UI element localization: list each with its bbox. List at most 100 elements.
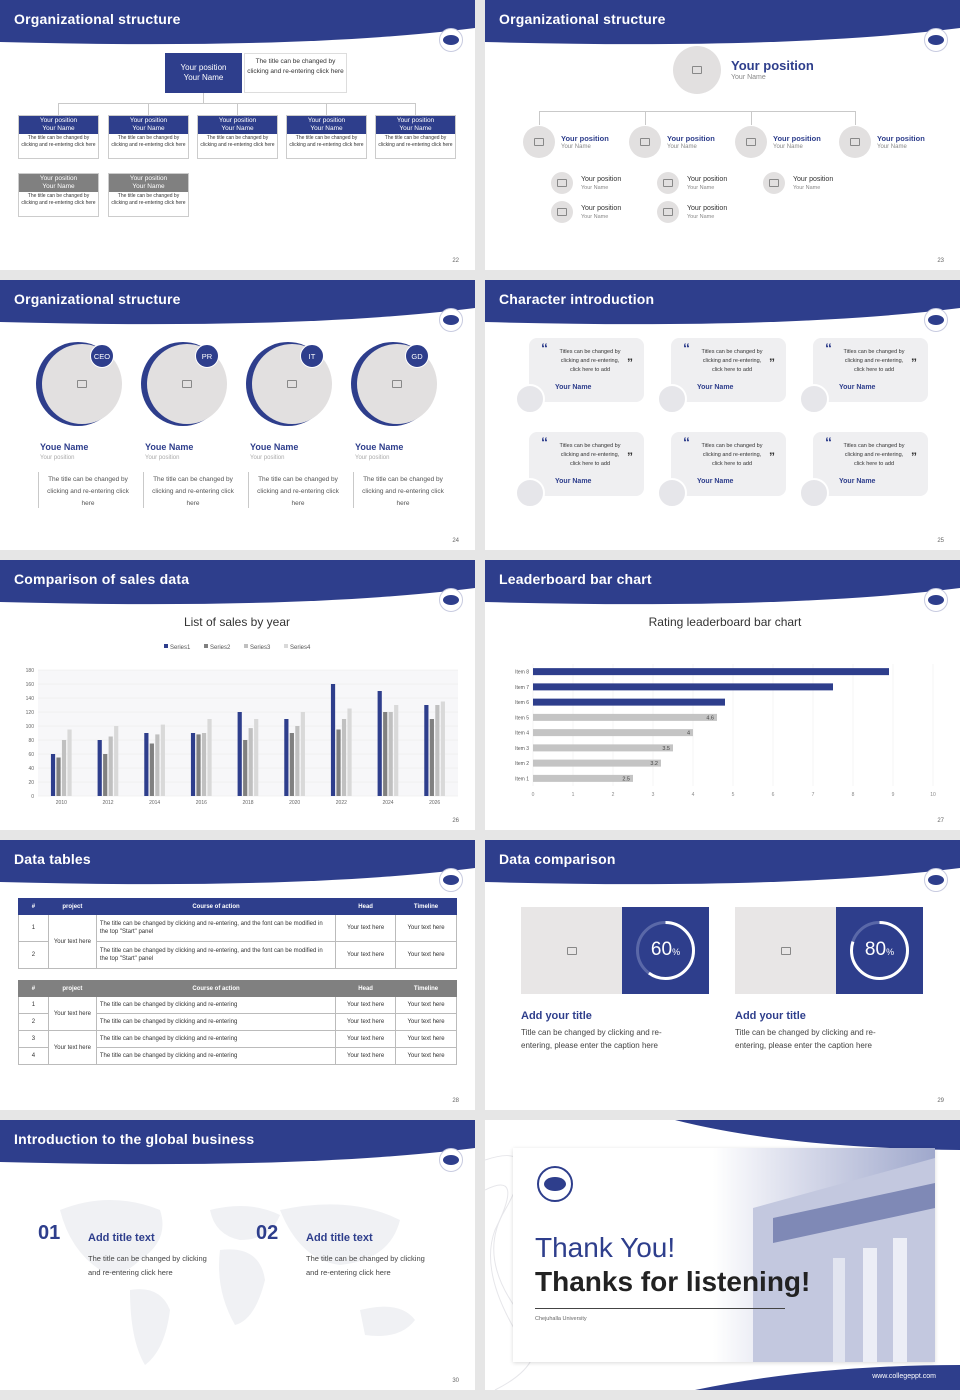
avatar: [515, 478, 545, 508]
slide-header: Organizational structure: [485, 0, 960, 52]
slide-header: Organizational structure: [0, 0, 475, 52]
x-tick-label: 10: [930, 792, 936, 798]
y-tick-label: Item 6: [515, 700, 529, 706]
quote-open-icon: “: [825, 434, 832, 450]
y-tick-label: 40: [28, 766, 34, 772]
bar-Series3-2018: [248, 728, 253, 796]
slide-25: Character introduction 25 “Titles can be…: [485, 280, 960, 550]
bar-Series2-2018: [243, 740, 248, 796]
data-label: 3.5: [662, 746, 670, 752]
avatar: [799, 384, 829, 414]
role-badge: GD: [405, 344, 429, 368]
bar-Series2-2022: [336, 729, 341, 796]
slide-23: Organizational structure Your position Y…: [485, 0, 960, 270]
quote-card[interactable]: “Titles can be changed by clicking and r…: [671, 432, 786, 496]
campus-building-image: [713, 1148, 935, 1362]
table-row: 2 The title can be changed by clicking an…: [18, 941, 457, 969]
y-tick-label: 60: [28, 752, 34, 758]
background-contours: [485, 1120, 960, 1390]
y-tick-label: 140: [26, 696, 35, 702]
top-position: Your position: [731, 58, 814, 73]
position-card[interactable]: Your position Your Name The title can be c…: [108, 173, 189, 217]
y-tick-label: 120: [26, 710, 35, 716]
x-tick-label: 2024: [382, 800, 393, 806]
legend-swatch: [204, 644, 208, 648]
role-badge: CEO: [90, 344, 114, 368]
bar-Series4-2022: [347, 708, 352, 796]
progress-ring: [636, 921, 695, 980]
position-desc: The title can be changed by clicking and…: [200, 135, 275, 148]
position-card[interactable]: Your position Your Name The title can be c…: [375, 115, 456, 159]
slide-header: Data comparison: [485, 840, 960, 892]
top-position-box[interactable]: Your position Your Name: [165, 53, 242, 93]
data-label: 2.5: [622, 776, 630, 782]
slide-header: Comparison of sales data: [0, 560, 475, 612]
position-desc: The title can be changed by clicking and…: [289, 135, 364, 148]
y-tick-label: 180: [26, 668, 35, 674]
avatar: [523, 126, 555, 158]
bar-Series2-2016: [196, 734, 201, 796]
position-header: Your position Your Name: [19, 116, 98, 134]
y-tick-label: 80: [28, 738, 34, 744]
data-label: 4.6: [706, 715, 714, 721]
avatar: [551, 201, 573, 223]
position-desc: The title can be changed by clicking and…: [21, 135, 96, 148]
university-logo-icon: [924, 28, 948, 52]
position-header: Your position Your Name: [19, 174, 98, 192]
progress-arc: [850, 921, 909, 980]
x-tick-label: 3: [652, 792, 655, 798]
avatar: [673, 46, 721, 94]
quote-close-icon: ”: [769, 450, 775, 464]
slide-22: Organizational structure Your position Yo…: [0, 0, 475, 270]
bar-Series1-2026: [424, 705, 429, 796]
data-label: 3.2: [650, 761, 658, 767]
position-desc: The title can be changed by clicking and…: [111, 135, 186, 148]
quote-close-icon: ”: [627, 356, 633, 370]
position-card[interactable]: Your position Your Name The title can be c…: [108, 115, 189, 159]
bar-Series4-2026: [440, 701, 445, 796]
avatar: [657, 478, 687, 508]
quote-card[interactable]: “Titles can be changed by clicking and r…: [529, 432, 644, 496]
y-tick-label: Item 1: [515, 776, 529, 782]
avatar: [657, 172, 679, 194]
legend-label: Series2: [210, 645, 231, 651]
quote-card[interactable]: “Titles can be changed by clicking and r…: [813, 432, 928, 496]
bar-Series3-2012: [108, 736, 113, 796]
y-tick-label: 100: [26, 724, 35, 730]
slide-28: Data tables # project Course of action Head…: [0, 840, 475, 1110]
quote-open-icon: “: [541, 434, 548, 450]
percent-value: 80%: [864, 939, 895, 960]
position-card[interactable]: Your position Your Name The title can be c…: [197, 115, 278, 159]
bar-Series4-2018: [254, 719, 259, 796]
quote-card[interactable]: “Titles can be changed by clicking and r…: [671, 338, 786, 402]
quote-card[interactable]: “Titles can be changed by clicking and r…: [813, 338, 928, 402]
x-tick-label: 2014: [149, 800, 160, 806]
position-card[interactable]: Your position Your Name The title can be c…: [18, 173, 99, 217]
plot-area: [38, 670, 458, 796]
table-header-row: # project Course of action Head Timeline: [18, 898, 457, 915]
position-card[interactable]: Your position Your Name The title can be c…: [286, 115, 367, 159]
university-logo-icon: [439, 1148, 463, 1172]
website-url[interactable]: www.collegeppt.com: [872, 1373, 936, 1380]
slide-title: Leaderboard bar chart: [499, 571, 652, 587]
quote-card[interactable]: “Titles can be changed by clicking and r…: [529, 338, 644, 402]
top-name: Your Name: [731, 74, 766, 81]
bar-Series4-2014: [160, 724, 165, 796]
bar-Series3-2010: [61, 740, 67, 796]
data-table-1: # project Course of action Head Timeline 1 You…: [18, 898, 457, 969]
table-row: 3 Your text here The title can be changed …: [18, 1030, 457, 1065]
university-logo-icon: [439, 308, 463, 332]
position-header: Your position Your Name: [287, 116, 366, 134]
bar-Series3-2016: [201, 733, 207, 796]
avatar: [799, 478, 829, 508]
position-card[interactable]: Your position Your Name The title can be c…: [18, 115, 99, 159]
thanks-for-listening-text: Thanks for listening!: [535, 1266, 811, 1297]
bar-Series2-2026: [429, 719, 434, 796]
x-tick-label: 0: [532, 792, 535, 798]
x-tick-label: 2012: [102, 800, 113, 806]
bar-Series1-2016: [190, 733, 196, 796]
percent-panel: 80%: [836, 907, 923, 994]
position-header: Your position Your Name: [109, 116, 188, 134]
bar-Series1-2012: [97, 740, 102, 796]
y-tick-label: 160: [26, 682, 35, 688]
